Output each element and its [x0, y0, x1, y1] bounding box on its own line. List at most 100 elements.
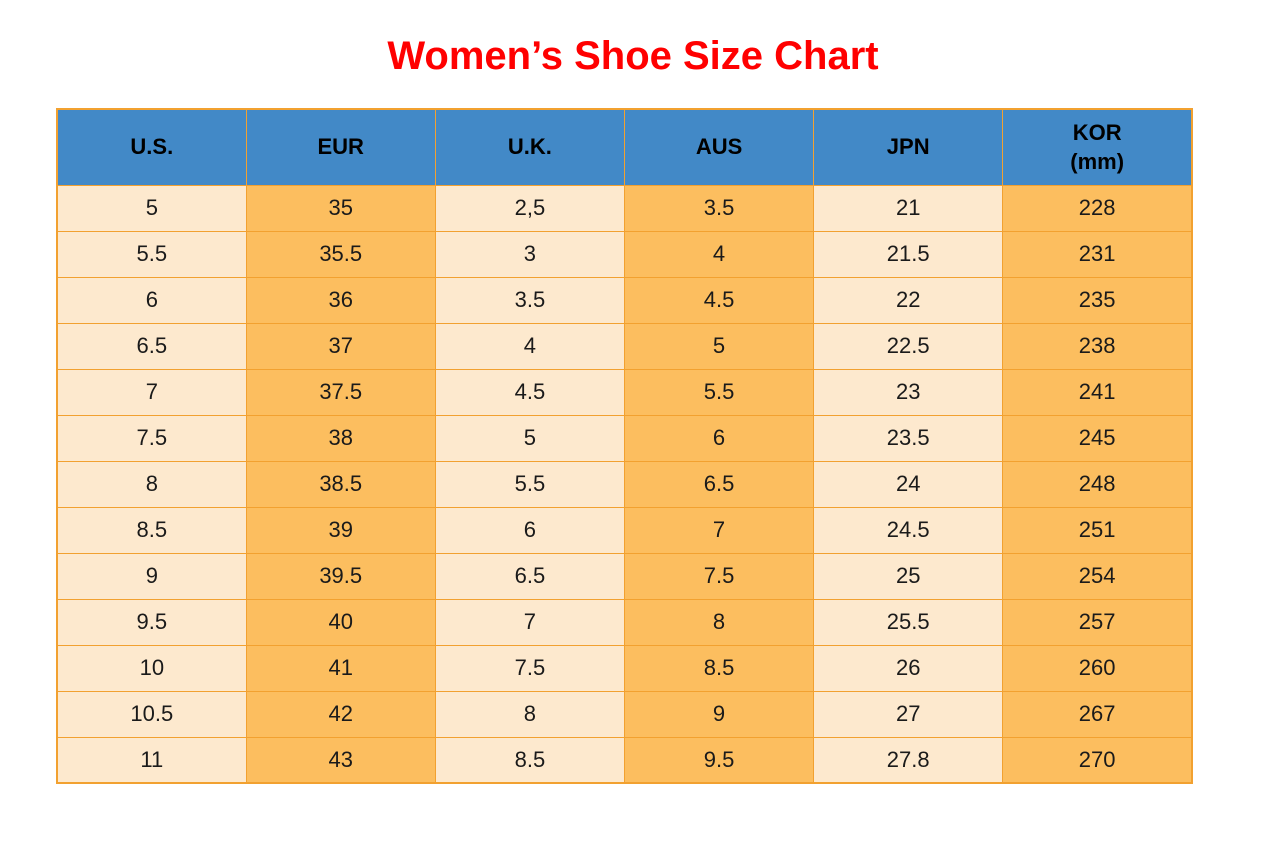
header-cell-uk: U.K. [434, 108, 625, 186]
table-cell: 4 [623, 230, 815, 278]
table-row: 6 36 3.5 4.5 22 235 [56, 276, 1193, 324]
table-cell: 8 [434, 690, 625, 738]
table-cell: 10.5 [56, 690, 247, 738]
table-cell: 6 [434, 506, 625, 554]
header-cell-aus: AUS [623, 108, 815, 186]
table-cell: 9 [623, 690, 815, 738]
table-cell: 238 [1002, 322, 1193, 370]
header-cell-jpn: JPN [813, 108, 1004, 186]
table-row: 8.5 39 6 7 24.5 251 [56, 506, 1193, 554]
table-cell: 6.5 [434, 552, 625, 600]
table-cell: 6 [623, 414, 815, 462]
table-cell: 5 [56, 184, 247, 232]
table-cell: 8.5 [434, 736, 625, 784]
header-cell-eur: EUR [245, 108, 436, 186]
table-cell: 2,5 [434, 184, 625, 232]
table-cell: 8 [623, 598, 815, 646]
header-cell-us: U.S. [56, 108, 247, 186]
table-cell: 7.5 [623, 552, 815, 600]
kor-header-line1: KOR [1072, 119, 1122, 145]
table-cell: 257 [1002, 598, 1193, 646]
table-cell: 42 [245, 690, 436, 738]
table-cell: 235 [1002, 276, 1193, 324]
table-cell: 22 [813, 276, 1004, 324]
table-cell: 9.5 [623, 736, 815, 784]
table-cell: 4.5 [623, 276, 815, 324]
table-cell: 4.5 [434, 368, 625, 416]
table-cell: 39 [245, 506, 436, 554]
table-row: 7 37.5 4.5 5.5 23 241 [56, 368, 1193, 416]
table-cell: 38 [245, 414, 436, 462]
table-cell: 41 [245, 644, 436, 692]
table-cell: 43 [245, 736, 436, 784]
table-row: 5.5 35.5 3 4 21.5 231 [56, 230, 1193, 278]
table-row: 9 39.5 6.5 7.5 25 254 [56, 552, 1193, 600]
table-cell: 21.5 [813, 230, 1004, 278]
header-cell-kor: KOR (mm) [1002, 108, 1193, 186]
table-cell: 251 [1002, 506, 1193, 554]
table-cell: 3.5 [623, 184, 815, 232]
shoe-size-table: U.S. EUR U.K. AUS JPN KOR (mm) 5 35 2,5 … [56, 108, 1193, 784]
table-cell: 40 [245, 598, 436, 646]
table-row: 9.5 40 7 8 25.5 257 [56, 598, 1193, 646]
table-cell: 21 [813, 184, 1004, 232]
table-cell: 248 [1002, 460, 1193, 508]
table-cell: 6.5 [623, 460, 815, 508]
table-cell: 267 [1002, 690, 1193, 738]
table-row: 8 38.5 5.5 6.5 24 248 [56, 460, 1193, 508]
table-cell: 37 [245, 322, 436, 370]
table-cell: 8 [56, 460, 247, 508]
table-cell: 9.5 [56, 598, 247, 646]
table-row: 6.5 37 4 5 22.5 238 [56, 322, 1193, 370]
table-row: 11 43 8.5 9.5 27.8 270 [56, 736, 1193, 784]
table-cell: 5 [623, 322, 815, 370]
table-cell: 23 [813, 368, 1004, 416]
table-cell: 35 [245, 184, 436, 232]
table-cell: 24.5 [813, 506, 1004, 554]
table-cell: 3 [434, 230, 625, 278]
table-row: 10 41 7.5 8.5 26 260 [56, 644, 1193, 692]
table-cell: 245 [1002, 414, 1193, 462]
table-cell: 228 [1002, 184, 1193, 232]
table-cell: 6 [56, 276, 247, 324]
table-cell: 24 [813, 460, 1004, 508]
table-cell: 270 [1002, 736, 1193, 784]
table-cell: 4 [434, 322, 625, 370]
table-cell: 5.5 [434, 460, 625, 508]
table-cell: 23.5 [813, 414, 1004, 462]
table-cell: 5 [434, 414, 625, 462]
table-cell: 3.5 [434, 276, 625, 324]
table-cell: 36 [245, 276, 436, 324]
table-cell: 6.5 [56, 322, 247, 370]
table-cell: 7.5 [56, 414, 247, 462]
table-row: 5 35 2,5 3.5 21 228 [56, 184, 1193, 232]
table-cell: 37.5 [245, 368, 436, 416]
table-cell: 8.5 [56, 506, 247, 554]
table-cell: 9 [56, 552, 247, 600]
table-cell: 25 [813, 552, 1004, 600]
page-title: Women’s Shoe Size Chart [387, 34, 879, 78]
table-cell: 25.5 [813, 598, 1004, 646]
table-cell: 7 [623, 506, 815, 554]
table-cell: 35.5 [245, 230, 436, 278]
table-cell: 231 [1002, 230, 1193, 278]
table-cell: 38.5 [245, 460, 436, 508]
table-cell: 241 [1002, 368, 1193, 416]
table-cell: 7.5 [434, 644, 625, 692]
table-cell: 27 [813, 690, 1004, 738]
table-cell: 7 [56, 368, 247, 416]
table-cell: 39.5 [245, 552, 436, 600]
table-cell: 22.5 [813, 322, 1004, 370]
table-cell: 254 [1002, 552, 1193, 600]
table-row: 10.5 42 8 9 27 267 [56, 690, 1193, 738]
table-cell: 27.8 [813, 736, 1004, 784]
header-row: U.S. EUR U.K. AUS JPN KOR (mm) [56, 108, 1193, 186]
table-cell: 5.5 [623, 368, 815, 416]
kor-header-line2: (mm) [1070, 149, 1125, 175]
table-cell: 260 [1002, 644, 1193, 692]
table-cell: 8.5 [623, 644, 815, 692]
table-cell: 7 [434, 598, 625, 646]
table-cell: 11 [56, 736, 247, 784]
table-cell: 10 [56, 644, 247, 692]
table-row: 7.5 38 5 6 23.5 245 [56, 414, 1193, 462]
